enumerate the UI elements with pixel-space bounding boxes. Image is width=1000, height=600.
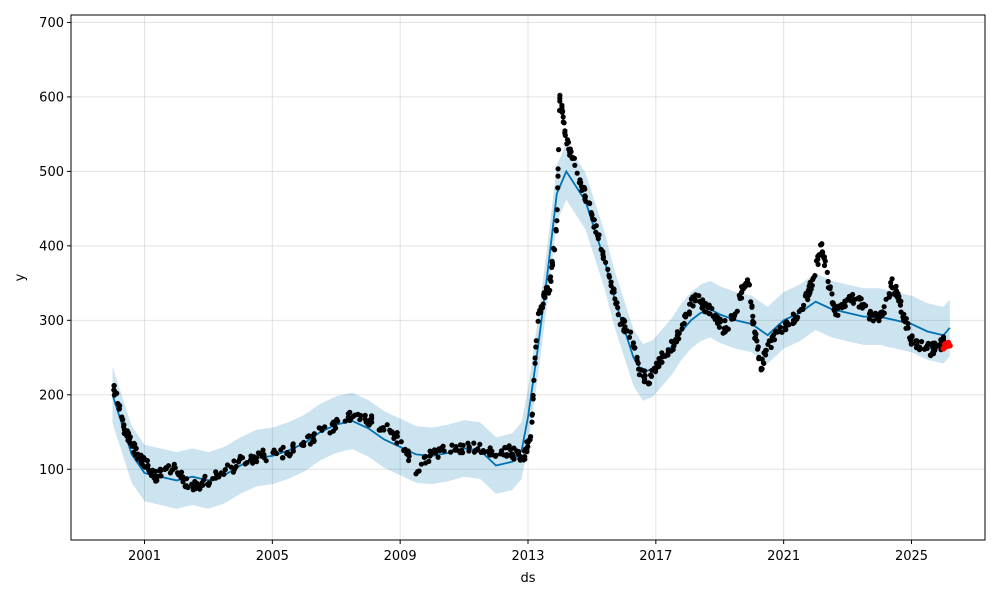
observed-point	[415, 448, 434, 475]
observed-point	[628, 329, 643, 378]
y-tick-label: 400	[39, 239, 64, 254]
observed-points	[111, 92, 947, 493]
observed-point	[448, 442, 466, 456]
observed-point	[286, 439, 307, 459]
x-tick-label: 2009	[384, 549, 417, 564]
observed-point	[930, 340, 939, 357]
observed-point	[333, 409, 354, 424]
uncertainty-band	[112, 143, 950, 509]
observed-point	[529, 338, 539, 425]
observed-point	[270, 444, 290, 461]
test-point	[946, 342, 953, 349]
x-tick-label: 2005	[256, 549, 289, 564]
observed-point	[819, 249, 831, 285]
observed-point	[124, 428, 133, 446]
observed-point	[768, 324, 783, 351]
y-tick-label: 200	[39, 388, 64, 403]
observed-point	[465, 440, 483, 455]
y-tick-label: 300	[39, 314, 64, 329]
observed-point	[522, 434, 534, 462]
x-tick-label: 2001	[128, 549, 161, 564]
observed-point	[554, 92, 563, 224]
observed-point	[254, 447, 269, 465]
x-tick-label: 2021	[767, 549, 800, 564]
x-tick-label: 2025	[895, 549, 928, 564]
observed-point	[672, 320, 687, 345]
observed-point	[366, 413, 387, 433]
observed-point	[790, 308, 802, 327]
observed-point	[665, 338, 677, 358]
observed-point	[548, 226, 559, 284]
observed-point	[712, 312, 724, 330]
observed-point	[619, 316, 633, 340]
uncertainty-band-area	[112, 143, 950, 509]
observed-point	[162, 461, 178, 476]
y-tick-label: 700	[39, 16, 64, 31]
observed-point	[318, 419, 339, 436]
observed-point	[842, 291, 857, 310]
observed-point	[559, 102, 568, 138]
observed-point	[478, 445, 499, 459]
observed-point	[609, 286, 623, 328]
y-tick-label: 500	[39, 165, 64, 180]
observed-point	[600, 249, 614, 289]
observed-point	[909, 333, 923, 353]
observed-point	[151, 466, 164, 484]
observed-point	[880, 276, 895, 316]
observed-point	[731, 284, 745, 322]
observed-point	[777, 319, 792, 335]
observed-point	[807, 273, 818, 296]
observed-point	[919, 339, 934, 359]
x-axis-ticks: 2001 2005 2009 2013 2017 2021 2025	[128, 540, 928, 564]
observed-point	[431, 443, 447, 460]
observed-point	[237, 453, 258, 467]
observed-point	[111, 383, 122, 408]
y-axis-label: y	[13, 273, 28, 281]
observed-point	[702, 300, 716, 320]
observed-point	[129, 440, 141, 462]
y-axis-ticks: 100 200 300 400 500 600 700	[39, 16, 71, 478]
y-tick-label: 100	[39, 463, 64, 478]
test-points	[940, 339, 953, 352]
observed-point	[861, 301, 876, 322]
x-tick-label: 2017	[639, 549, 672, 564]
y-tick-label: 600	[39, 90, 64, 105]
observed-point	[398, 439, 419, 477]
x-axis-label: ds	[520, 571, 535, 586]
observed-point	[384, 422, 400, 446]
observed-point	[205, 469, 227, 488]
x-tick-label: 2013	[511, 549, 544, 564]
